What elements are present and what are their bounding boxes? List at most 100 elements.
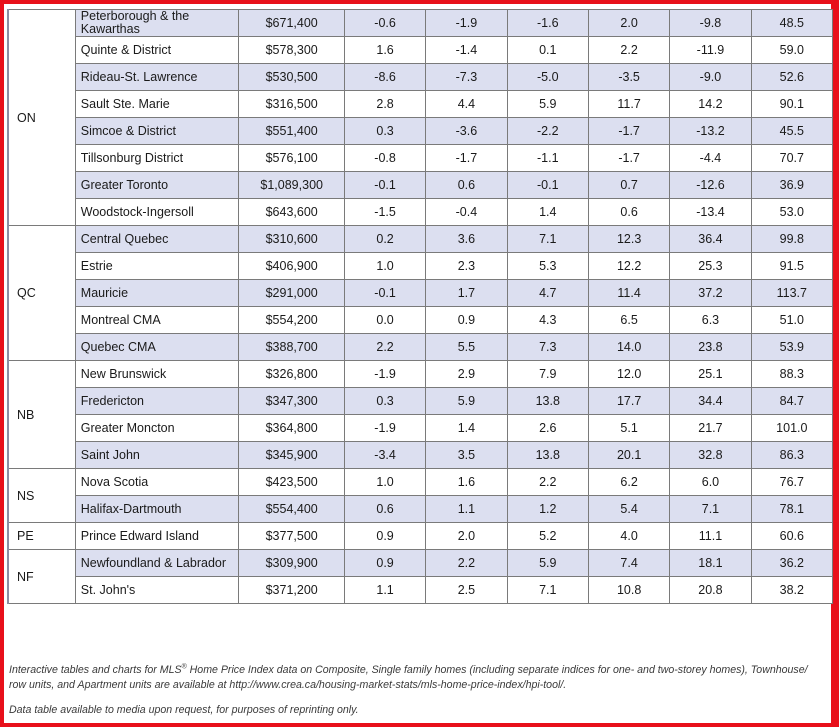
table-row: Estrie $406,900 1.0 2.3 5.3 12.2 25.3 91.5 [8,252,834,280]
percent-change-cell: 2.2 [587,36,671,64]
benchmark-price-cell: $530,500 [238,63,345,91]
benchmark-price-cell: $406,900 [238,252,345,280]
percent-change-cell: -0.1 [343,171,427,199]
percent-change-cell: -3.6 [425,117,508,145]
percent-change-cell: 23.8 [669,333,752,361]
percent-change-cell: 86.3 [750,441,834,469]
percent-change-cell: -0.6 [343,9,427,37]
percent-change-cell: 1.6 [425,468,508,496]
percent-change-cell: 13.8 [506,387,589,415]
province-cell: NB [6,360,76,469]
percent-change-cell: 84.7 [750,387,834,415]
hpi-table: ON Peterborough & the Kawarthas $671,400 -0… [6,9,834,604]
registered-mark: ® [181,663,187,671]
region-name-cell: Quebec CMA [74,333,240,361]
percent-change-cell: 70.7 [750,144,834,172]
percent-change-cell: -0.1 [506,171,589,199]
percent-change-cell: 2.8 [343,90,427,118]
percent-change-cell: 0.1 [506,36,589,64]
percent-change-cell: 7.3 [506,333,589,361]
percent-change-cell: 12.0 [587,360,671,388]
percent-change-cell: 4.4 [425,90,508,118]
benchmark-price-cell: $291,000 [238,279,345,307]
percent-change-cell: 3.5 [425,441,508,469]
table-row: Simcoe & District $551,400 0.3 -3.6 -2.2 -1.7… [8,117,834,145]
percent-change-cell: 1.4 [506,198,589,226]
benchmark-price-cell: $377,500 [238,522,345,550]
percent-change-cell: 1.1 [343,576,427,604]
percent-change-cell: 4.7 [506,279,589,307]
percent-change-cell: 11.1 [669,522,752,550]
percent-change-cell: 1.6 [343,36,427,64]
percent-change-cell: 0.9 [343,522,427,550]
region-name-cell: Simcoe & District [74,117,240,145]
percent-change-cell: 20.8 [669,576,752,604]
region-name-cell: Greater Toronto [74,171,240,199]
percent-change-cell: -0.1 [343,279,427,307]
percent-change-cell: 88.3 [750,360,834,388]
percent-change-cell: 78.1 [750,495,834,523]
region-name-cell: Fredericton [74,387,240,415]
benchmark-price-cell: $671,400 [238,9,345,37]
percent-change-cell: -12.6 [669,171,752,199]
percent-change-cell: 7.1 [506,576,589,604]
table-row: Tillsonburg District $576,100 -0.8 -1.7 -1.1… [8,144,834,172]
benchmark-price-cell: $345,900 [238,441,345,469]
percent-change-cell: 0.2 [343,225,427,253]
percent-change-cell: 0.9 [343,549,427,577]
table-row: NB New Brunswick $326,800 -1.9 2.9 7.9 12.0 25.… [6,360,834,469]
percent-change-cell: 6.5 [587,306,671,334]
region-name-cell: Tillsonburg District [74,144,240,172]
percent-change-cell: 5.3 [506,252,589,280]
percent-change-cell: 60.6 [750,522,834,550]
benchmark-price-cell: $388,700 [238,333,345,361]
region-name-cell: Central Quebec [74,225,240,253]
percent-change-cell: -1.9 [343,360,427,388]
percent-change-cell: 53.9 [750,333,834,361]
percent-change-cell: 5.1 [587,414,671,442]
percent-change-cell: -1.7 [587,117,671,145]
percent-change-cell: 0.3 [343,387,427,415]
percent-change-cell: 0.7 [587,171,671,199]
percent-change-cell: 7.9 [506,360,589,388]
hpi-table-container: ON Peterborough & the Kawarthas $671,400 -0… [6,9,834,604]
table-row: Woodstock-Ingersoll $643,600 -1.5 -0.4 1.4 0.… [8,198,834,226]
percent-change-cell: 34.4 [669,387,752,415]
percent-change-cell: 1.1 [425,495,508,523]
percent-change-cell: 21.7 [669,414,752,442]
footnote-text-cont: Home Price Index data on Composite, Sing… [9,664,808,691]
percent-change-cell: 2.2 [425,549,508,577]
benchmark-price-cell: $643,600 [238,198,345,226]
percent-change-cell: 25.3 [669,252,752,280]
percent-change-cell: 11.7 [587,90,671,118]
table-row: Rideau-St. Lawrence $530,500 -8.6 -7.3 -5.0-… [8,63,834,91]
table-row: Saint John $345,900 -3.4 3.5 13.8 20.1 32.8 86.… [8,441,834,469]
percent-change-cell: -0.8 [343,144,427,172]
benchmark-price-cell: $347,300 [238,387,345,415]
percent-change-cell: 11.4 [587,279,671,307]
percent-change-cell: -8.6 [343,63,427,91]
percent-change-cell: 2.9 [425,360,508,388]
benchmark-price-cell: $309,900 [238,549,345,577]
percent-change-cell: 5.4 [587,495,671,523]
table-row: Quebec CMA $388,700 2.2 5.5 7.3 14.0 23.8 53.9 [8,333,834,361]
percent-change-cell: 13.8 [506,441,589,469]
percent-change-cell: 53.0 [750,198,834,226]
benchmark-price-cell: $554,200 [238,306,345,334]
percent-change-cell: -1.6 [506,9,589,37]
percent-change-cell: -5.0 [506,63,589,91]
percent-change-cell: 12.2 [587,252,671,280]
table-row: NF Newfoundland & Labrador $309,900 0.9 2.2 5… [6,549,834,604]
table-row: QC Central Quebec $310,600 0.2 3.6 7.1 12.3 36.… [6,225,834,361]
percent-change-cell: 37.2 [669,279,752,307]
percent-change-cell: 90.1 [750,90,834,118]
percent-change-cell: 76.7 [750,468,834,496]
region-name-cell: Saint John [74,441,240,469]
percent-change-cell: 32.8 [669,441,752,469]
percent-change-cell: 12.3 [587,225,671,253]
percent-change-cell: 4.3 [506,306,589,334]
percent-change-cell: 91.5 [750,252,834,280]
region-name-cell: Rideau-St. Lawrence [74,63,240,91]
percent-change-cell: -3.5 [587,63,671,91]
percent-change-cell: -7.3 [425,63,508,91]
